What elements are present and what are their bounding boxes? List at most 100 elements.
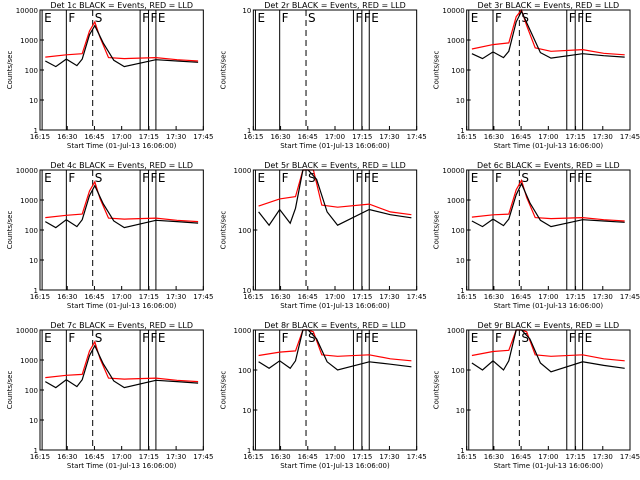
event-marker-label: E: [471, 11, 479, 25]
y-tick-label: 10: [242, 7, 251, 15]
event-marker-label: S: [95, 171, 103, 185]
x-tick-label: 17:00: [325, 453, 345, 461]
x-tick-label: 17:30: [593, 453, 613, 461]
event-marker-label: E: [257, 331, 265, 345]
y-axis-label: Counts/sec: [6, 371, 14, 410]
event-marker-label: E: [158, 171, 166, 185]
plot-frame: [39, 329, 204, 451]
event-marker-label: F: [142, 11, 149, 25]
y-tick-label: 1: [34, 287, 38, 295]
event-marker-label: F: [577, 11, 584, 25]
x-axis-label: Start Time (01-Jul-13 16:06:00): [494, 462, 604, 470]
series-line: [471, 8, 625, 56]
y-axis-label: Counts/sec: [6, 211, 14, 250]
x-tick-label: 17:45: [620, 453, 640, 461]
x-tick-label: 16:45: [298, 293, 318, 301]
event-marker-label: E: [44, 171, 52, 185]
x-tick-label: 17:45: [193, 293, 213, 301]
plot-frame: [466, 9, 631, 131]
event-marker-label: F: [142, 171, 149, 185]
y-axis-label: Counts/sec: [219, 51, 227, 90]
x-tick-label: 17:30: [593, 133, 613, 141]
plot-frame: [252, 9, 418, 131]
plot-frame: [466, 329, 631, 451]
x-tick-label: 16:45: [511, 133, 531, 141]
detector-panel-3: E F S F F E16:15 16:30 16:45 17:00 17:15 17:30 17:4…: [433, 1, 640, 150]
y-tick-label: 1000: [447, 197, 465, 205]
event-marker-label: F: [151, 11, 158, 25]
x-axis-label: Start Time (01-Jul-13 16:06:00): [67, 462, 177, 470]
y-axis-label: Counts/sec: [6, 51, 14, 90]
x-axis-label: Start Time (01-Jul-13 16:06:00): [67, 302, 177, 310]
y-tick-label: 10000: [16, 327, 38, 335]
event-marker-label: F: [355, 171, 362, 185]
y-tick-label: 1000: [20, 197, 38, 205]
panel-title: Det 9r BLACK = Events, RED = LLD: [478, 321, 620, 330]
x-tick-label: 16:15: [30, 133, 50, 141]
y-tick-label: 1: [460, 447, 464, 455]
x-tick-label: 16:30: [270, 133, 290, 141]
series-line: [45, 180, 199, 223]
y-tick-label: 100: [25, 227, 38, 235]
event-marker-label: F: [364, 171, 371, 185]
panel-title: Det 3r BLACK = Events, RED = LLD: [478, 1, 620, 10]
event-marker-label: E: [585, 171, 593, 185]
detector-panel-9: E F S F F E16:15 16:30 16:45 17:00 17:15 17:30 17:4…: [433, 321, 640, 470]
x-tick-label: 16:15: [457, 453, 477, 461]
y-tick-label: 10: [29, 417, 38, 425]
event-marker-label: S: [308, 331, 316, 345]
series-line: [471, 10, 625, 60]
y-tick-label: 100: [238, 367, 251, 375]
detector-panel-6: E F S F F E16:15 16:30 16:45 17:00 17:15 17:30 17:4…: [433, 161, 640, 310]
x-tick-label: 16:45: [298, 133, 318, 141]
y-tick-label: 10: [242, 287, 251, 295]
event-marker-label: E: [471, 171, 479, 185]
event-marker-label: F: [495, 11, 502, 25]
x-tick-label: 17:15: [352, 453, 372, 461]
plot-frame: [252, 169, 418, 291]
event-marker-label: S: [521, 171, 529, 185]
x-tick-label: 16:45: [84, 453, 104, 461]
x-tick-label: 17:00: [112, 293, 132, 301]
x-tick-label: 17:45: [620, 133, 640, 141]
event-marker-label: E: [44, 331, 52, 345]
x-tick-label: 16:30: [57, 453, 77, 461]
panel-title: Det 6c BLACK = Events, RED = LLD: [477, 161, 620, 170]
plot-frame: [39, 169, 204, 291]
series-line: [471, 178, 625, 222]
panel-title: Det 7c BLACK = Events, RED = LLD: [50, 321, 193, 330]
event-marker-label: F: [355, 11, 362, 25]
x-axis-label: Start Time (01-Jul-13 16:06:00): [280, 142, 390, 150]
y-tick-label: 1000: [447, 327, 465, 335]
x-tick-label: 16:15: [243, 293, 263, 301]
x-tick-label: 17:15: [352, 293, 372, 301]
x-tick-label: 17:45: [407, 293, 427, 301]
x-tick-label: 17:00: [538, 293, 558, 301]
series-line: [45, 24, 199, 68]
y-tick-label: 1: [460, 127, 464, 135]
event-marker-label: E: [257, 171, 265, 185]
x-axis-label: Start Time (01-Jul-13 16:06:00): [280, 462, 390, 470]
panel-title: Det 8r BLACK = Events, RED = LLD: [264, 321, 406, 330]
event-marker-label: F: [68, 331, 75, 345]
y-tick-label: 10: [29, 257, 38, 265]
y-tick-label: 10: [456, 97, 465, 105]
x-tick-label: 17:15: [352, 133, 372, 141]
event-marker-label: F: [364, 11, 371, 25]
y-tick-label: 1000: [234, 167, 252, 175]
event-marker-label: F: [569, 171, 576, 185]
y-tick-label: 100: [238, 227, 251, 235]
detector-panel-5: E F S F F E16:15 16:30 16:45 17:00 17:15 17:30 17:4…: [219, 161, 426, 310]
event-marker-label: S: [308, 11, 316, 25]
event-marker-label: F: [364, 331, 371, 345]
x-tick-label: 17:30: [593, 293, 613, 301]
event-marker-label: S: [521, 331, 529, 345]
panel-title: Det 2r BLACK = Events, RED = LLD: [264, 1, 406, 10]
x-tick-label: 16:15: [30, 293, 50, 301]
event-marker-label: S: [95, 11, 103, 25]
x-tick-label: 17:30: [379, 133, 399, 141]
y-tick-label: 1000: [20, 357, 38, 365]
x-axis-label: Start Time (01-Jul-13 16:06:00): [280, 302, 390, 310]
x-tick-label: 17:30: [379, 453, 399, 461]
